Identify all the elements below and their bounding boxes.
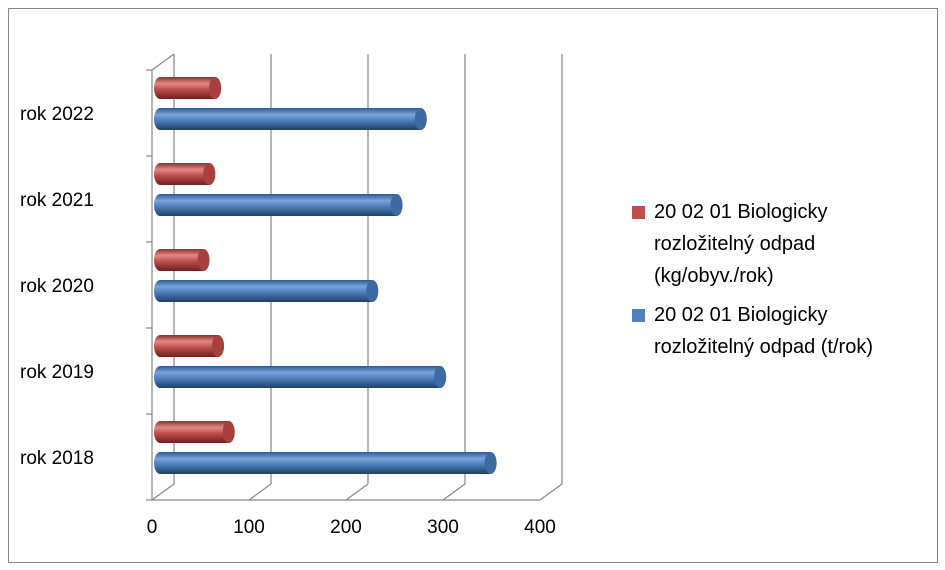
bar-kg-rok-2022 (154, 77, 222, 99)
bar-end-cap (222, 421, 235, 443)
legend-item-kg: 20 02 01 Biologicky rozložitelný odpad (… (632, 196, 932, 292)
legend-swatch-red (632, 206, 645, 219)
bar-body (154, 77, 222, 99)
bar-end-cap (212, 335, 225, 357)
legend-label-t: 20 02 01 Biologicky rozložitelný odpad (… (654, 304, 873, 358)
chart-legend: 20 02 01 Biologicky rozložitelný odpad (… (632, 196, 932, 370)
bar-end-cap (197, 249, 210, 271)
bar-end-cap (484, 452, 497, 474)
bar-t-rok-2021 (154, 194, 403, 216)
legend-item-t: 20 02 01 Biologicky rozložitelný odpad (… (632, 299, 932, 363)
x-tick-label-200: 200 (330, 517, 362, 538)
x-tick-label-100: 100 (233, 517, 265, 538)
floor-line-0 (151, 483, 175, 501)
bar-body (154, 194, 403, 216)
category-label-rok-2021: rok 2021 (20, 190, 94, 211)
x-tick-label-400: 400 (524, 517, 556, 538)
x-tick-label-300: 300 (427, 517, 459, 538)
floor-line-300 (442, 483, 466, 501)
floor-line-100 (248, 483, 272, 501)
bar-end-cap (366, 280, 379, 302)
bar-t-rok-2020 (154, 280, 379, 302)
bar-body (154, 163, 216, 185)
floor-line-200 (345, 483, 369, 501)
bar-end-cap (203, 163, 216, 185)
bar-body (154, 249, 210, 271)
x-tick-label-0: 0 (147, 517, 158, 538)
bar-body (154, 108, 427, 130)
bar-end-cap (209, 77, 222, 99)
legend-label-kg: 20 02 01 Biologicky rozložitelný odpad (… (654, 201, 828, 287)
category-label-rok-2019: rok 2019 (20, 362, 94, 383)
bar-t-rok-2019 (154, 366, 447, 388)
bar-end-cap (414, 108, 427, 130)
bar-body (154, 335, 225, 357)
bar-kg-rok-2018 (154, 421, 235, 443)
bar-body (154, 452, 497, 474)
bar-end-cap (434, 366, 447, 388)
bar-body (154, 366, 447, 388)
floor-line-400 (539, 483, 563, 501)
bar-body (154, 280, 379, 302)
category-label-rok-2022: rok 2022 (20, 104, 94, 125)
category-label-rok-2020: rok 2020 (20, 276, 94, 297)
category-label-rok-2018: rok 2018 (20, 448, 94, 469)
bar-kg-rok-2021 (154, 163, 216, 185)
bar-end-cap (390, 194, 403, 216)
bar-body (154, 421, 235, 443)
bar-kg-rok-2020 (154, 249, 210, 271)
bar-kg-rok-2019 (154, 335, 225, 357)
left-wall-top-edge (151, 53, 175, 71)
legend-swatch-blue (632, 309, 645, 322)
bar-t-rok-2018 (154, 452, 497, 474)
bar-t-rok-2022 (154, 108, 427, 130)
